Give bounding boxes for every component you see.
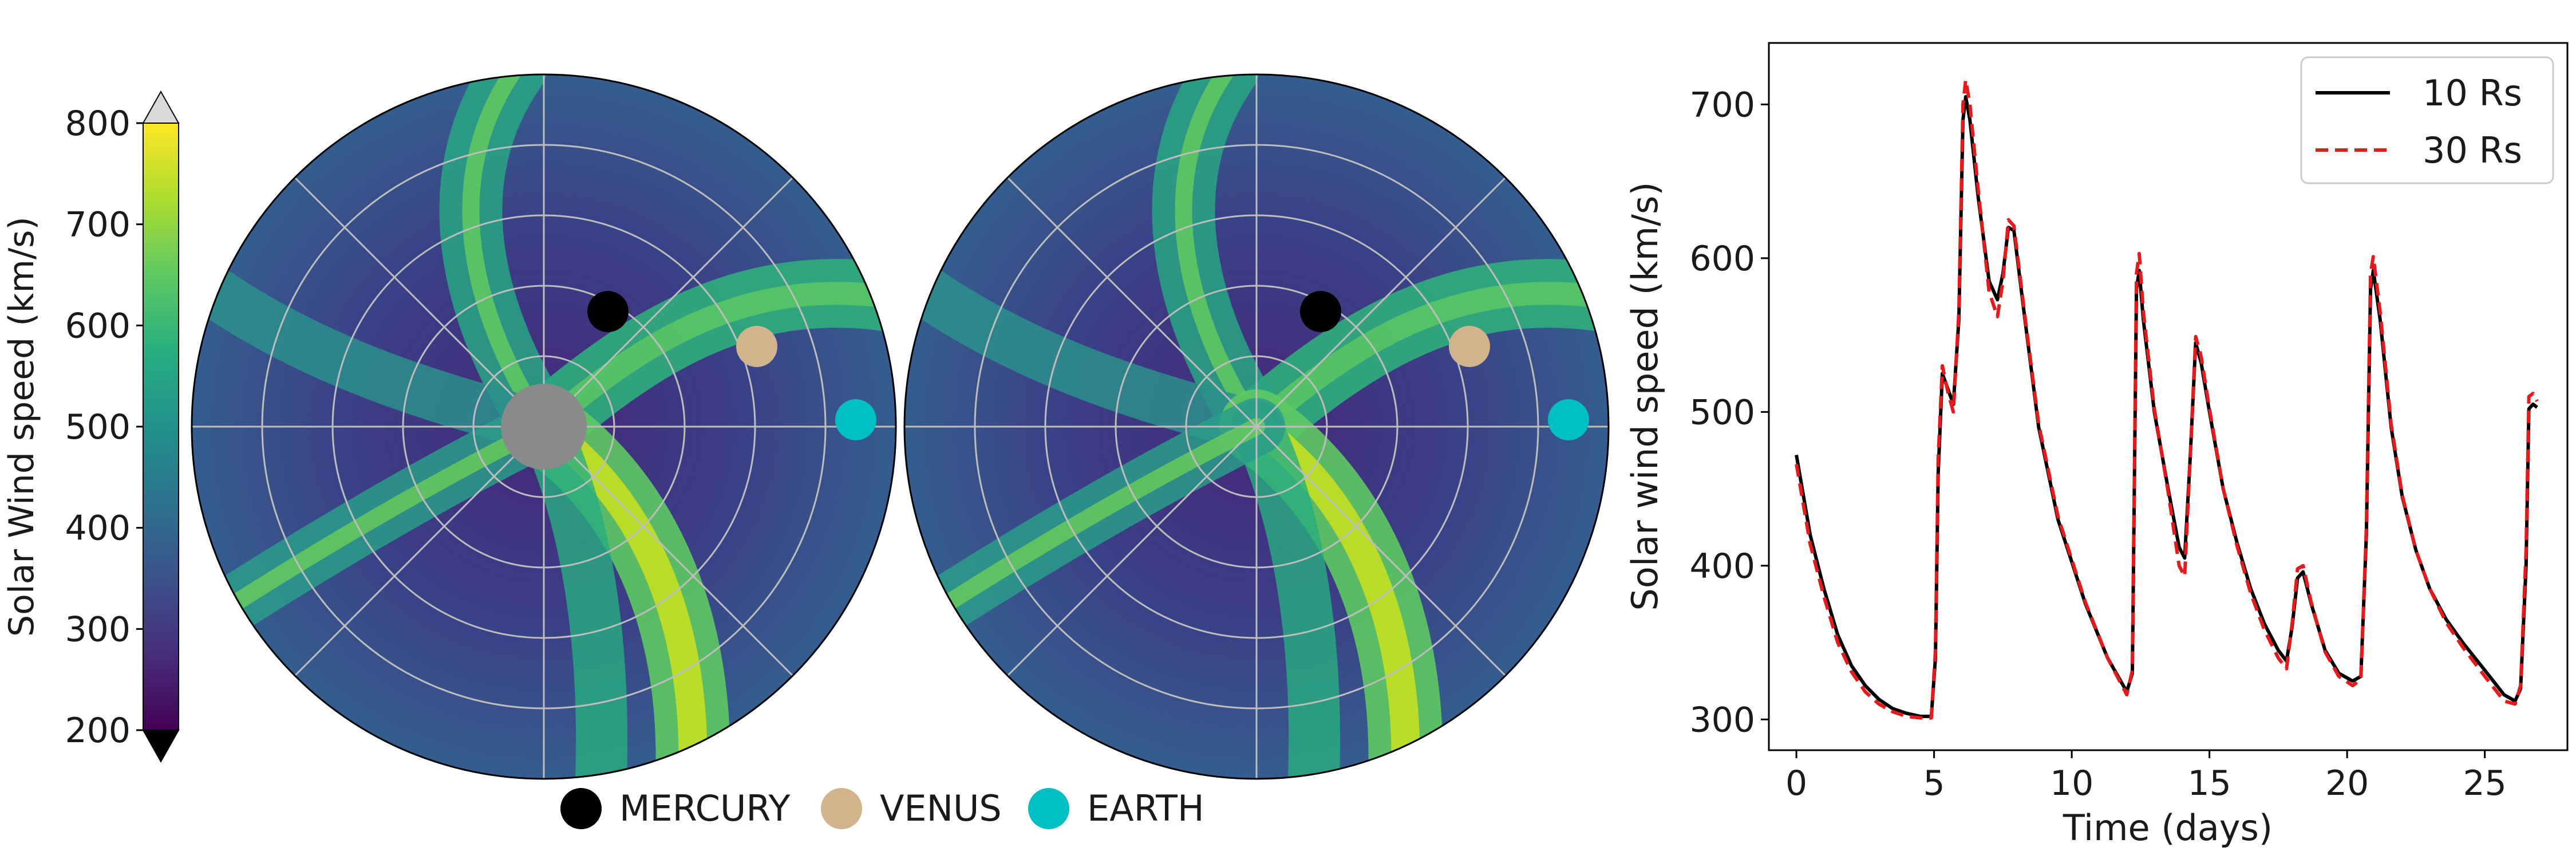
line-chart: 0 5 10 15 20 25 300 400 500 600 700 Time (days) S… <box>1624 42 2569 849</box>
polar-frame-middle <box>903 73 1610 780</box>
inner-boundary-disk <box>501 384 587 470</box>
earth-marker <box>835 399 876 440</box>
polar-frame-left <box>191 73 897 780</box>
earth-marker <box>1548 399 1589 440</box>
colorbar-tick-label: 800 <box>65 104 131 144</box>
planet-legend: MERCURY VENUS EARTH <box>560 787 1204 829</box>
polar-grid-middle <box>904 74 1609 779</box>
chart-legend: 10 Rs 30 Rs <box>2300 56 2554 184</box>
colorbar-tick-label: 600 <box>65 306 131 346</box>
legend-earth-label: EARTH <box>1087 787 1204 829</box>
chart-series <box>1795 78 2539 720</box>
venus-marker <box>736 326 777 367</box>
x-tick-label: 20 <box>2325 763 2369 803</box>
x-tick-label: 0 <box>1785 763 1807 803</box>
colorbar-ticks: 800 700 600 500 400 300 200 <box>65 104 143 751</box>
fast-wind-streams <box>904 74 1609 779</box>
legend-label-30rs: 30 Rs <box>2423 129 2522 171</box>
polar-map-middle <box>903 73 1610 780</box>
colorbar-label: Solar Wind speed (km/s) <box>2 216 42 637</box>
mercury-marker <box>587 291 629 332</box>
colorbar-tick-label: 500 <box>65 407 131 447</box>
legend-mercury-label: MERCURY <box>619 787 790 829</box>
x-tick-label: 5 <box>1923 763 1945 803</box>
x-tick-label: 10 <box>2050 763 2093 803</box>
fast-wind-streams <box>192 74 896 779</box>
chart-y-ticks: 300 400 500 600 700 <box>1689 85 1769 740</box>
colorbar-tick-label: 300 <box>65 609 131 649</box>
x-tick-label: 15 <box>2187 763 2231 803</box>
y-tick-label: 600 <box>1689 239 1755 279</box>
series-line-30-rs <box>1795 78 2539 720</box>
legend-mercury-marker <box>560 788 602 829</box>
chart-y-label: Solar wind speed (km/s) <box>1624 182 1666 611</box>
y-tick-label: 300 <box>1689 700 1755 740</box>
colorbar-tick-label: 400 <box>65 509 131 549</box>
colorbar-extend-upper <box>142 90 180 124</box>
legend-label-10rs: 10 Rs <box>2423 72 2522 114</box>
legend-earth-marker <box>1028 788 1069 829</box>
venus-marker <box>1449 326 1490 367</box>
chart-x-label: Time (days) <box>2063 807 2273 849</box>
colorbar-gradient <box>143 123 179 731</box>
mercury-marker <box>1300 291 1341 332</box>
chart-x-ticks: 0 5 10 15 20 25 <box>1785 750 2507 803</box>
y-tick-label: 700 <box>1689 85 1755 125</box>
colorbar-tick-label: 200 <box>65 711 131 751</box>
y-tick-label: 500 <box>1689 392 1755 432</box>
x-tick-label: 25 <box>2463 763 2507 803</box>
legend-venus-marker <box>821 788 862 829</box>
colorbar: 800 700 600 500 400 300 200 Solar Wind speed (… <box>2 90 180 763</box>
colorbar-extend-lower <box>142 730 180 763</box>
legend-venus-label: VENUS <box>880 787 1002 829</box>
colorbar-tick-label: 700 <box>65 205 131 245</box>
polar-map-left <box>191 73 897 780</box>
y-tick-label: 400 <box>1689 546 1755 586</box>
